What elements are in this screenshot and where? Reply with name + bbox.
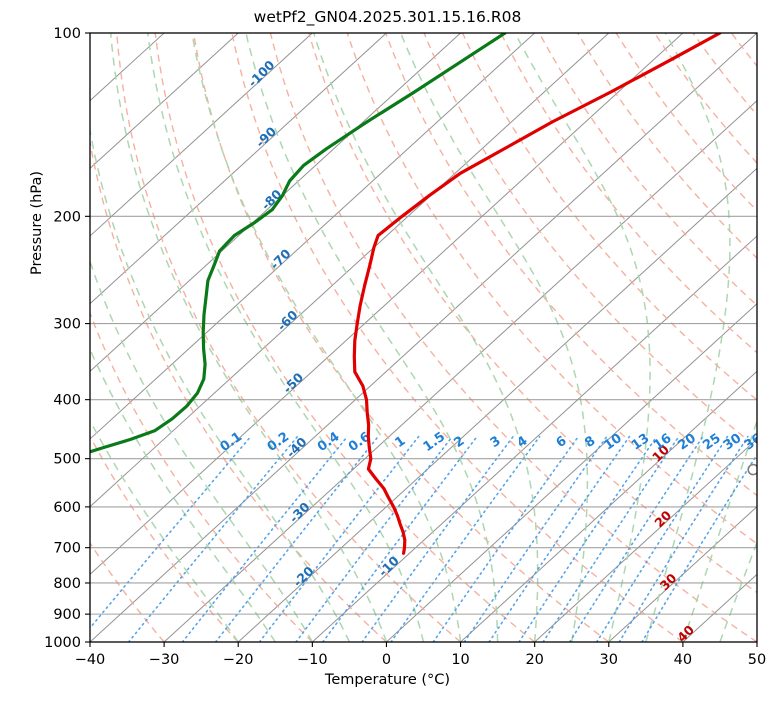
svg-text:0: 0 [382, 652, 391, 668]
svg-text:20: 20 [525, 652, 543, 668]
svg-text:50: 50 [748, 652, 766, 668]
profile-curves [90, 33, 722, 555]
svg-text:600: 600 [53, 500, 81, 516]
svg-text:500: 500 [53, 452, 81, 468]
svg-text:1000: 1000 [44, 635, 81, 651]
svg-text:300: 300 [53, 317, 81, 333]
background-gridlines [90, 33, 757, 642]
svg-text:−40: −40 [75, 652, 106, 668]
svg-text:40: 40 [674, 652, 692, 668]
svg-text:−30: −30 [149, 652, 180, 668]
plot-border [89, 32, 758, 643]
chart-title: wetPf2_GN04.2025.301.15.16.R08 [253, 8, 522, 26]
svg-text:700: 700 [53, 541, 81, 557]
svg-text:10: 10 [451, 652, 469, 668]
svg-text:−10: −10 [297, 652, 328, 668]
svg-text:400: 400 [53, 393, 81, 409]
svg-text:900: 900 [53, 607, 81, 623]
chart-markers [747, 463, 757, 476]
svg-text:100: 100 [53, 26, 81, 42]
svg-text:200: 200 [53, 209, 81, 225]
svg-text:800: 800 [53, 576, 81, 592]
svg-text:−20: −20 [223, 652, 254, 668]
svg-text:30: 30 [600, 652, 618, 668]
x-axis-label: Temperature (°C) [324, 672, 451, 688]
